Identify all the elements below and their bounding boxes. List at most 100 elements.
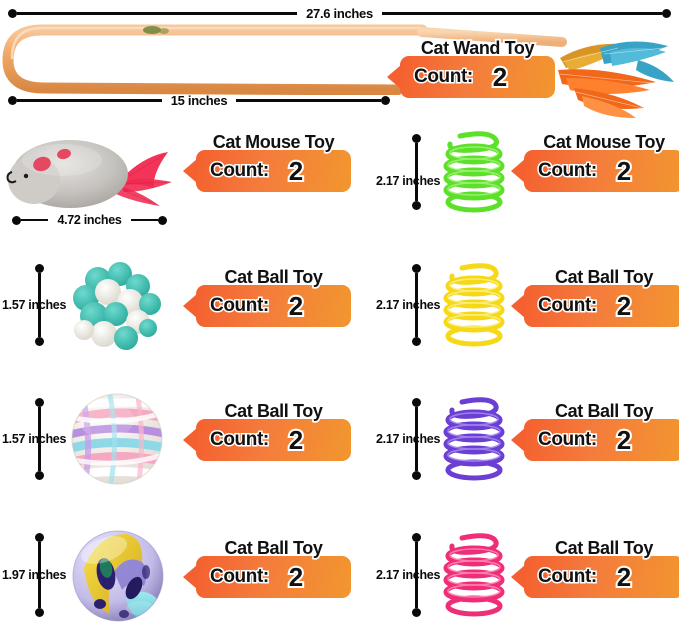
badge-count-box: Count: 2 xyxy=(196,419,351,461)
badge-count-label: Count: xyxy=(413,65,475,89)
measurement-endpoint-dot xyxy=(35,471,44,480)
badge-count-label: Count: xyxy=(209,428,271,452)
badge-count-label: Count: xyxy=(209,159,271,183)
row4-left-measurement-label: 1.97 inches xyxy=(2,568,67,582)
measurement-endpoint-dot xyxy=(35,337,44,346)
measurement-endpoint-dot xyxy=(35,398,44,407)
measurement-endpoint-dot xyxy=(412,337,421,346)
measurement-endpoint-dot xyxy=(412,134,421,143)
badge-count-label: Count: xyxy=(537,159,599,183)
measurement-endpoint-dot xyxy=(35,608,44,617)
badge-title: Cat Ball Toy xyxy=(553,399,655,422)
badge-count-box: Count: 2 xyxy=(524,556,679,598)
measurement-endpoint-dot xyxy=(35,264,44,273)
badge-title: Cat Ball Toy xyxy=(553,536,655,559)
badge-count-box: Count: 2 xyxy=(196,150,351,192)
badge-count-value: 2 xyxy=(615,291,634,321)
row4-left-badge[interactable]: Cat Ball Toy Count: 2 xyxy=(196,536,351,598)
badge-count-value: 2 xyxy=(287,291,306,321)
cat-wand-toy xyxy=(2,20,622,96)
row1-right-measurement-label: 2.17 inches xyxy=(376,174,441,188)
purple-spiral-spring-toy xyxy=(438,392,510,488)
row1-left-measurement-label: 4.72 inches xyxy=(57,213,122,227)
badge-count-label: Count: xyxy=(209,565,271,589)
badge-count-value: 2 xyxy=(287,562,306,592)
row4-right-badge[interactable]: Cat Ball Toy Count: 2 xyxy=(524,536,679,598)
measurement-line xyxy=(38,542,41,608)
badge-title: Cat Ball Toy xyxy=(223,536,325,559)
hero-badge-cat-wand-toy[interactable]: Cat Wand Toy Count: 2 xyxy=(400,36,555,98)
badge-count-value: 2 xyxy=(287,425,306,455)
badge-count-box: Count: 2 xyxy=(196,285,351,327)
row1-right-badge[interactable]: Cat Mouse Toy Count: 2 xyxy=(524,130,679,192)
measurement-endpoint-dot xyxy=(8,9,17,18)
badge-count-value: 2 xyxy=(615,562,634,592)
row2-right-measurement-label: 2.17 inches xyxy=(376,298,441,312)
measurement-endpoint-dot xyxy=(12,215,21,225)
hero-bottom-measurement: 15 inches xyxy=(8,93,390,108)
row2-right-measurement xyxy=(412,264,421,346)
row4-right-measurement-label: 2.17 inches xyxy=(376,568,441,582)
measurement-line xyxy=(17,99,162,102)
row4-right-measurement xyxy=(412,533,421,617)
badge-title: Cat Ball Toy xyxy=(553,265,655,288)
measurement-line xyxy=(38,273,41,337)
row2-left-measurement-label: 1.57 inches xyxy=(2,298,67,312)
wand-feather-tuft xyxy=(552,26,679,124)
badge-count-value: 2 xyxy=(615,156,634,186)
badge-count-label: Count: xyxy=(537,428,599,452)
hero-bottom-measurement-label: 15 inches xyxy=(170,93,228,108)
measurement-endpoint-dot xyxy=(8,96,17,105)
badge-count-box: Count: 2 xyxy=(524,150,679,192)
badge-count-label: Count: xyxy=(537,565,599,589)
badge-count-box: Count: 2 xyxy=(196,556,351,598)
measurement-endpoint-dot xyxy=(158,215,168,225)
row2-right-badge[interactable]: Cat Ball Toy Count: 2 xyxy=(524,265,679,327)
pastel-yarn-ball xyxy=(70,392,164,486)
measurement-endpoint-dot xyxy=(412,471,421,480)
badge-count-label: Count: xyxy=(209,294,271,318)
measurement-endpoint-dot xyxy=(662,9,671,18)
measurement-line xyxy=(17,12,298,15)
row3-left-measurement-label: 1.57 inches xyxy=(2,432,67,446)
badge-count-box: Count: 2 xyxy=(524,285,679,327)
hero-top-measurement-label: 27.6 inches xyxy=(306,6,373,21)
measurement-endpoint-dot xyxy=(35,533,44,542)
row3-left-badge[interactable]: Cat Ball Toy Count: 2 xyxy=(196,399,351,461)
badge-count-box: Count: 2 xyxy=(524,419,679,461)
measurement-endpoint-dot xyxy=(412,608,421,617)
measurement-line xyxy=(130,218,159,222)
badge-count-value: 2 xyxy=(491,62,510,92)
row3-right-badge[interactable]: Cat Ball Toy Count: 2 xyxy=(524,399,679,461)
measurement-line xyxy=(415,407,418,471)
measurement-endpoint-dot xyxy=(381,96,390,105)
measurement-endpoint-dot xyxy=(412,398,421,407)
row3-right-measurement xyxy=(412,398,421,480)
badge-title: Cat Ball Toy xyxy=(223,399,325,422)
badge-count-value: 2 xyxy=(287,156,306,186)
badge-title: Cat Ball Toy xyxy=(223,265,325,288)
row2-left-badge[interactable]: Cat Ball Toy Count: 2 xyxy=(196,265,351,327)
teal-white-pompom-ball xyxy=(68,258,164,354)
measurement-line xyxy=(415,273,418,337)
row4-left-measurement xyxy=(35,533,44,617)
hero-top-measurement: 27.6 inches xyxy=(8,6,671,21)
measurement-line xyxy=(381,12,662,15)
green-spiral-spring-toy xyxy=(438,128,510,216)
row1-right-measurement xyxy=(412,134,421,210)
row3-left-measurement xyxy=(35,398,44,480)
badge-title: Cat Wand Toy xyxy=(419,36,536,59)
row1-left-badge[interactable]: Cat Mouse Toy Count: 2 xyxy=(196,130,351,192)
glossy-plastic-ball xyxy=(70,528,166,624)
badge-count-label: Count: xyxy=(537,294,599,318)
row2-left-measurement xyxy=(35,264,44,346)
measurement-line xyxy=(236,99,381,102)
plush-mouse-toy xyxy=(4,130,179,212)
measurement-endpoint-dot xyxy=(412,264,421,273)
measurement-line xyxy=(415,542,418,608)
measurement-line xyxy=(21,218,49,222)
row3-right-measurement-label: 2.17 inches xyxy=(376,432,441,446)
measurement-endpoint-dot xyxy=(412,533,421,542)
row1-left-measurement: 4.72 inches xyxy=(12,213,168,227)
measurement-line xyxy=(415,143,418,201)
